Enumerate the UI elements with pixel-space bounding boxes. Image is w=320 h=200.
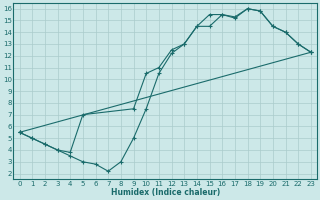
X-axis label: Humidex (Indice chaleur): Humidex (Indice chaleur) [111,188,220,197]
